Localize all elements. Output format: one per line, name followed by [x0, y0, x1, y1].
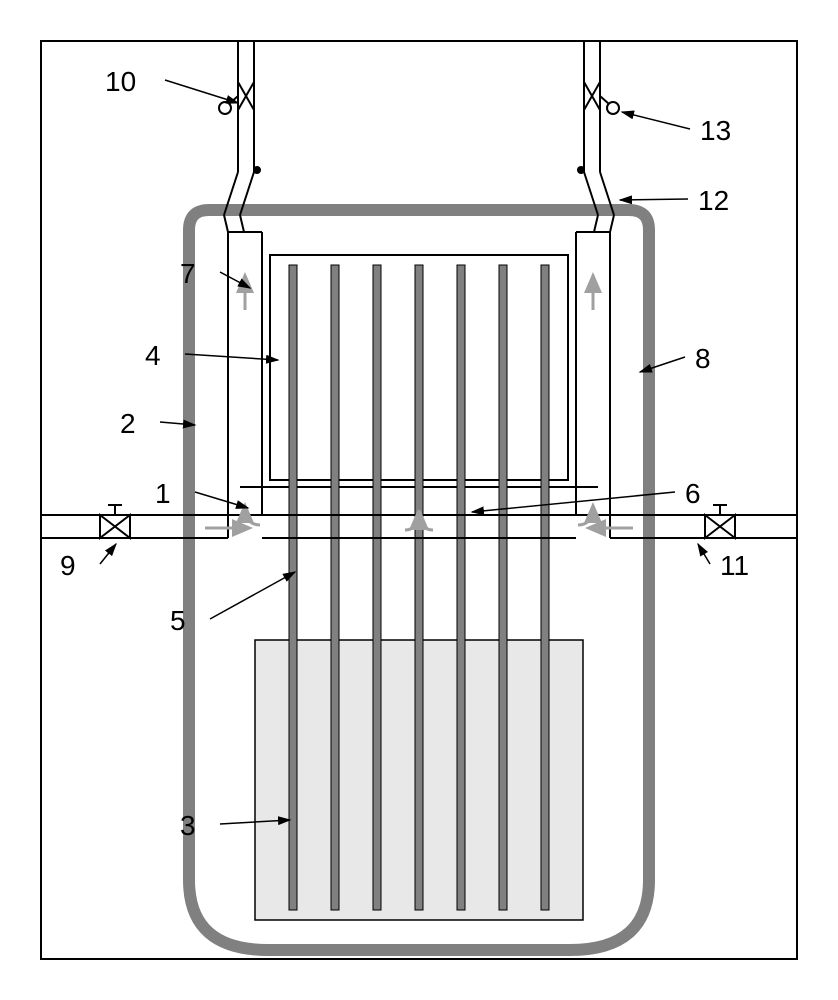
diagram-svg	[0, 0, 838, 1000]
label-11: 11	[720, 550, 749, 582]
label-4: 4	[145, 340, 161, 372]
label-6: 6	[685, 478, 701, 510]
left-inlet-pipe	[40, 488, 419, 538]
label-1: 1	[155, 478, 171, 510]
label-5: 5	[170, 605, 186, 637]
check-right	[577, 166, 585, 174]
right-riser	[576, 232, 610, 488]
label-10: 10	[105, 66, 136, 98]
check-left	[253, 166, 261, 174]
label-9: 9	[60, 550, 76, 582]
valve-left-inlet	[100, 505, 130, 538]
label-8: 8	[695, 343, 711, 375]
label-13: 13	[700, 115, 731, 147]
right-outlet-pipe	[584, 42, 614, 232]
left-outlet-pipe	[224, 42, 262, 232]
label-2: 2	[120, 408, 136, 440]
label-3: 3	[180, 810, 196, 842]
valve-right-inlet	[705, 505, 735, 538]
label-7: 7	[180, 258, 196, 290]
valve-right-outlet	[584, 82, 619, 114]
left-riser	[228, 232, 262, 488]
label-12: 12	[698, 185, 729, 217]
